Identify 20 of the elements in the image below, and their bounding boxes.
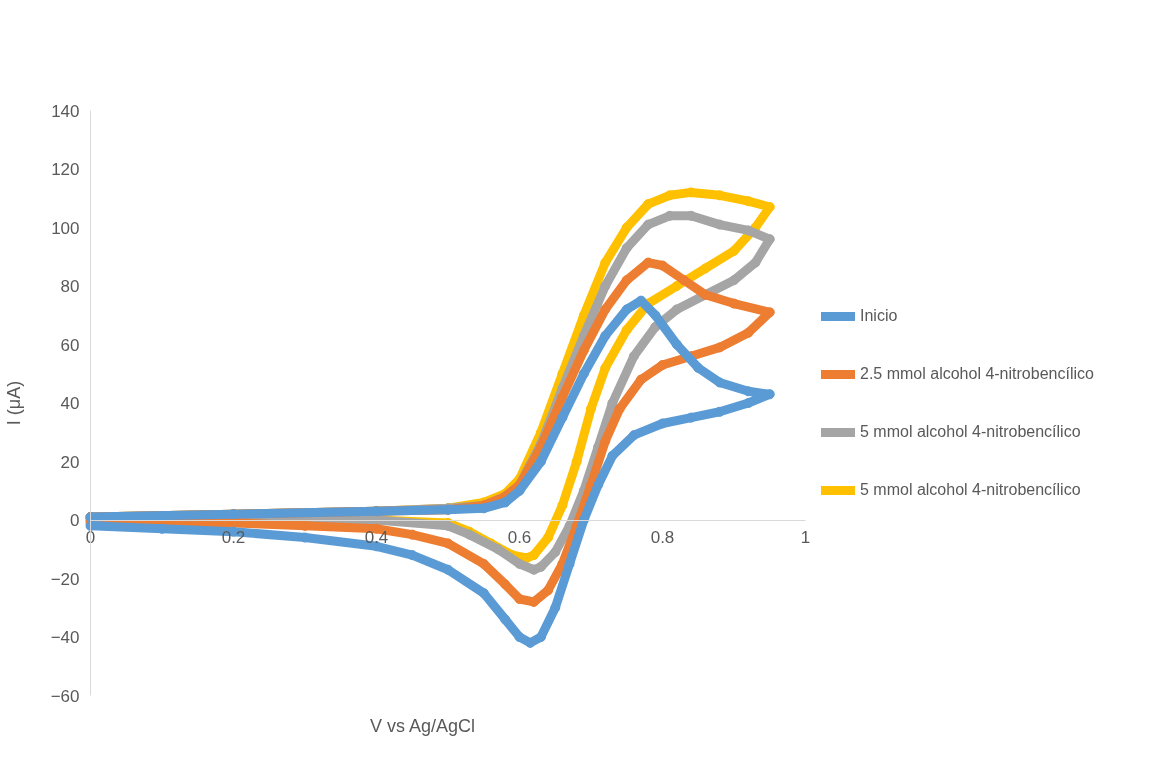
y-tick-label: 20 bbox=[60, 452, 80, 472]
y-tick-label: 100 bbox=[51, 218, 80, 238]
y-tick-label: −40 bbox=[50, 628, 80, 647]
x-tick-label: 1 bbox=[800, 528, 811, 547]
y-tick-label: 0 bbox=[70, 511, 80, 530]
legend-label: 2.5 mmol alcohol 4-nitrobencílico bbox=[860, 363, 1094, 384]
x-axis-title: V vs Ag/AgCl bbox=[369, 715, 476, 736]
y-tick-label: 60 bbox=[60, 335, 80, 355]
legend-label: Inicio bbox=[860, 305, 898, 326]
y-tick-label: 140 bbox=[51, 101, 80, 121]
y-tick-label: 120 bbox=[51, 160, 80, 179]
y-axis-title: I (μA) bbox=[3, 380, 24, 426]
legend-label: 5 mmol alcohol 4-nitrobencílico bbox=[860, 479, 1081, 500]
y-tick-label: 80 bbox=[60, 277, 80, 296]
y-tick-label: −60 bbox=[50, 686, 80, 706]
legend-label: 5 mmol alcohol 4-nitrobencílico bbox=[860, 421, 1081, 442]
y-tick-label: 40 bbox=[60, 394, 80, 413]
x-tick-label: 0.6 bbox=[507, 528, 532, 547]
y-tick-label: −20 bbox=[50, 569, 80, 589]
x-tick-label: 0.8 bbox=[650, 528, 675, 547]
